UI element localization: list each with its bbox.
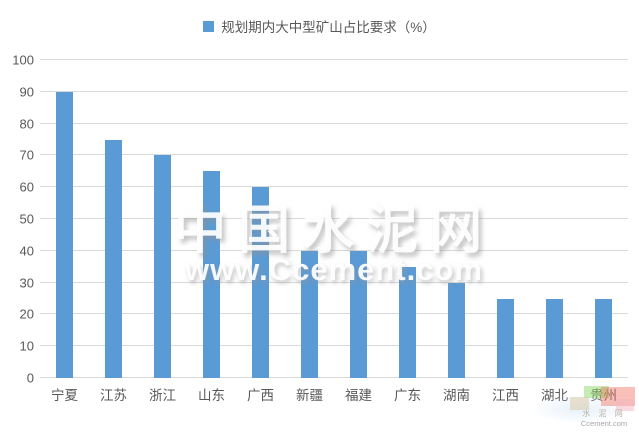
gridline — [40, 218, 628, 219]
y-tick-label: 30 — [19, 275, 34, 291]
x-axis-label: 贵州 — [590, 388, 617, 403]
gridline — [40, 345, 628, 347]
y-tick-label: 0 — [26, 370, 34, 386]
y-tick-label: 40 — [19, 243, 34, 259]
y-tick-label: 20 — [19, 306, 34, 322]
bar-cell: 山东 — [187, 60, 236, 402]
x-axis-label: 新疆 — [296, 388, 323, 403]
x-axis-label: 浙江 — [149, 388, 176, 403]
bar-福建 — [350, 250, 367, 378]
bar-贵州 — [595, 298, 612, 378]
bar-cell: 江苏 — [89, 60, 138, 402]
y-tick-label: 90 — [19, 84, 34, 100]
bar-湖北 — [546, 298, 563, 378]
bar-江苏 — [105, 139, 122, 378]
x-axis-label: 湖北 — [541, 388, 568, 403]
x-axis-label: 江西 — [492, 388, 519, 403]
y-tick-label: 10 — [19, 338, 34, 354]
x-axis-label: 福建 — [345, 388, 372, 403]
logo-text-cn: 水 泥 网 — [582, 409, 626, 418]
logo-beige-square-icon — [570, 397, 589, 410]
bar-宁夏 — [56, 91, 73, 378]
bar-cell: 宁夏 — [40, 60, 89, 402]
x-axis-label: 山东 — [198, 388, 225, 403]
gridline — [40, 249, 628, 251]
bar-cell: 福建 — [334, 60, 383, 402]
bar-cell: 广东 — [383, 60, 432, 402]
plot-area: 宁夏 江苏 浙江 山东 广西 新疆 福建 广东 湖南 江西 湖北 贵州 中国水泥网 www.Cceme… — [40, 59, 628, 402]
bar-广西 — [252, 187, 269, 378]
bar-江西 — [497, 298, 514, 378]
logo-text-url: Ccement.com — [580, 419, 628, 428]
gridline — [40, 186, 628, 188]
bar-cell: 贵州 — [579, 60, 628, 402]
gridline — [40, 122, 628, 124]
bar-cell: 江西 — [481, 60, 530, 402]
bar-cell: 湖北 — [530, 60, 579, 402]
bar-广东 — [399, 266, 416, 378]
bar-cell: 湖南 — [432, 60, 481, 402]
bar-cell: 广西 — [236, 60, 285, 402]
chart-legend: 规划期内大中型矿山占比要求（%） — [0, 16, 639, 36]
x-axis-label: 江苏 — [100, 388, 127, 403]
gridline — [40, 281, 628, 283]
x-axis-label: 湖南 — [443, 388, 470, 403]
gridline — [40, 154, 628, 156]
y-tick-label: 100 — [12, 52, 34, 68]
legend-label: 规划期内大中型矿山占比要求（%） — [221, 20, 436, 35]
logo-pink-square-icon — [616, 399, 634, 411]
x-axis-label: 广东 — [394, 388, 421, 403]
y-tick-label: 70 — [19, 147, 34, 163]
gridline — [40, 90, 628, 92]
legend-marker-icon — [203, 20, 215, 32]
bar-浙江 — [154, 155, 171, 378]
y-tick-label: 80 — [19, 116, 34, 132]
x-axis-label: 广西 — [247, 388, 274, 403]
bar-cell: 新疆 — [285, 60, 334, 402]
y-axis-labels: 0 10 20 30 40 50 60 70 80 90 100 — [0, 54, 34, 385]
bar-新疆 — [301, 250, 318, 378]
bar-series: 宁夏 江苏 浙江 山东 广西 新疆 福建 广东 湖南 江西 湖北 贵州 — [40, 60, 628, 402]
bar-cell: 浙江 — [138, 60, 187, 402]
gridline — [40, 59, 628, 60]
y-tick-label: 60 — [19, 179, 34, 195]
y-tick-label: 50 — [19, 211, 34, 227]
x-axis-label: 宁夏 — [51, 388, 78, 403]
bar-山东 — [203, 171, 220, 378]
bar-湖南 — [448, 282, 465, 378]
gridline — [40, 377, 628, 378]
gridline — [40, 313, 628, 315]
